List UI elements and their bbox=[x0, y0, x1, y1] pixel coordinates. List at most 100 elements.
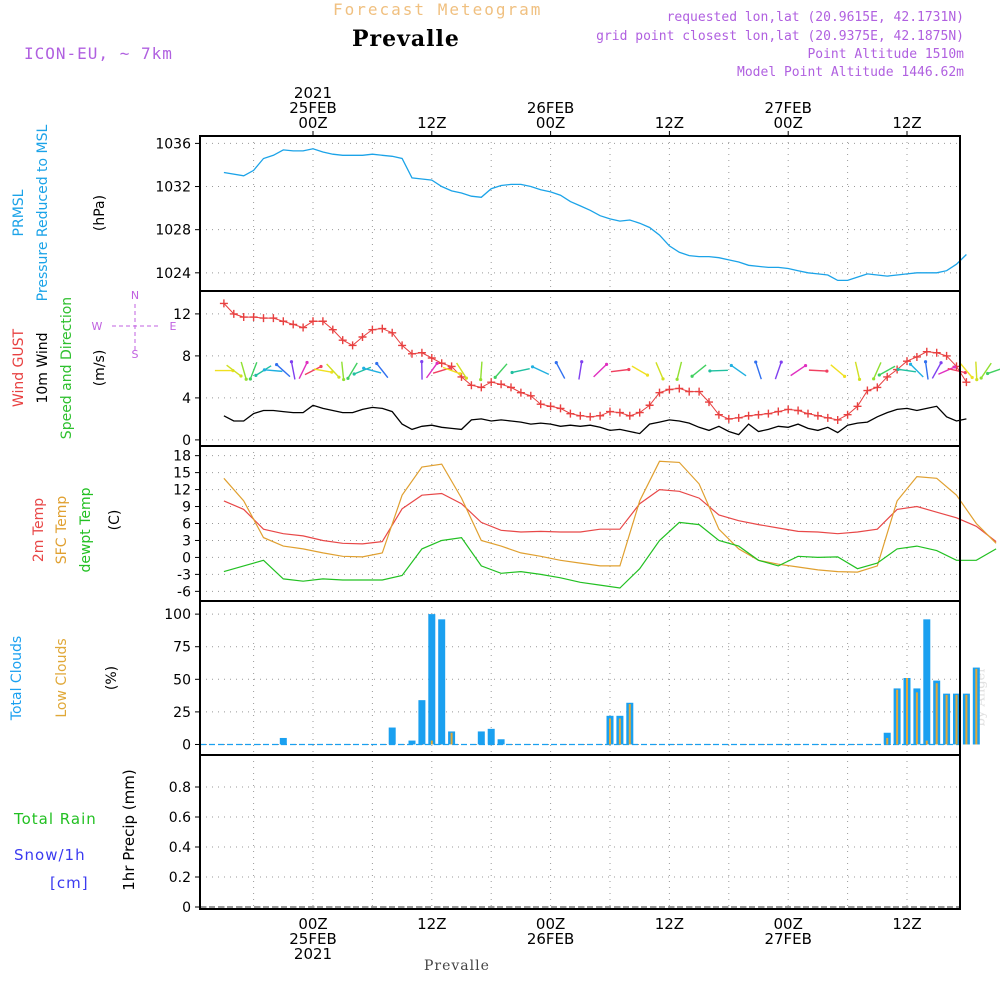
gust-marker bbox=[368, 325, 377, 334]
gust-marker bbox=[536, 400, 545, 409]
gust-marker bbox=[477, 383, 486, 392]
total-cloud-bar bbox=[487, 728, 495, 745]
time-label-bottom: 12Z bbox=[417, 915, 446, 933]
wind-direction-arrow bbox=[987, 368, 1000, 375]
low-cloud-bar bbox=[935, 683, 938, 745]
wind-direction-arrow bbox=[910, 363, 924, 378]
y-tick-label: 1024 bbox=[155, 266, 191, 282]
frame-layer bbox=[199, 135, 961, 910]
low-clouds-title: Low Clouds bbox=[54, 638, 70, 717]
y-tick-label: 1028 bbox=[155, 223, 191, 239]
wind-direction-arrow bbox=[304, 365, 322, 376]
wind-arrow-head bbox=[661, 377, 665, 381]
wind-arrow-head bbox=[580, 360, 584, 364]
gust-marker bbox=[596, 411, 605, 420]
y-tick-label: 100 bbox=[164, 607, 191, 623]
wind-direction-arrow bbox=[442, 366, 461, 375]
gust-marker bbox=[635, 408, 644, 417]
wind-direction-arrow bbox=[610, 368, 629, 373]
sfc-temp-line bbox=[223, 460, 997, 573]
y-tick-label: 75 bbox=[173, 640, 191, 656]
wind-arrow-head bbox=[729, 363, 733, 368]
wind-arrow-head bbox=[448, 366, 452, 370]
pressure-line bbox=[223, 148, 967, 282]
model-altitude: Model Point Altitude 1446.62m bbox=[737, 65, 964, 80]
wind-direction-arrow bbox=[960, 363, 973, 378]
y-tick-label: 15 bbox=[173, 466, 191, 482]
time-label-top: 12Z bbox=[417, 114, 446, 132]
wind-direction-arrow bbox=[494, 363, 508, 378]
y-tick-label: -6 bbox=[177, 584, 191, 600]
low-cloud-bar bbox=[618, 718, 621, 745]
time-label-bottom: 00Z bbox=[536, 915, 565, 933]
snow-title: Snow/1h bbox=[14, 846, 86, 864]
gust-marker bbox=[645, 401, 654, 410]
wind-arrow-head bbox=[825, 369, 829, 373]
panel-frame bbox=[199, 754, 961, 910]
gust-marker bbox=[833, 415, 842, 424]
gust-marker bbox=[447, 362, 456, 371]
gust-marker bbox=[804, 409, 812, 418]
total-cloud-bar bbox=[408, 740, 416, 745]
wind-arrow-head bbox=[963, 371, 967, 375]
total-cloud-bar bbox=[477, 731, 485, 745]
gust-marker bbox=[903, 357, 911, 366]
wind-arrow-head bbox=[779, 360, 783, 364]
y-tick-label: 4 bbox=[182, 391, 191, 407]
gust-marker bbox=[309, 317, 317, 326]
wind-arrow-head bbox=[319, 364, 323, 369]
wind-arrow-head bbox=[458, 372, 462, 376]
low-cloud-bar bbox=[915, 692, 918, 745]
gust-marker bbox=[942, 351, 951, 360]
wind-direction-arrow bbox=[276, 364, 291, 378]
wind-direction-arrow bbox=[578, 361, 583, 380]
wind-title: 10m Wind bbox=[35, 332, 51, 403]
gust-marker bbox=[873, 383, 882, 392]
wind-direction-arrow bbox=[313, 368, 332, 373]
temp-title: 2m Temp bbox=[31, 498, 47, 562]
requested-coords: requested lon,lat (20.9615E, 42.1731N) bbox=[666, 10, 964, 25]
footer-location: Prevalle bbox=[424, 958, 490, 974]
gust-marker bbox=[507, 383, 515, 392]
wind-arrow-head bbox=[375, 361, 379, 366]
gust-marker bbox=[556, 404, 565, 413]
wind-direction-arrow bbox=[298, 362, 308, 379]
wind-direction-arrow bbox=[790, 364, 806, 377]
time-label-top: 2021 bbox=[294, 84, 332, 102]
total-cloud-bar bbox=[497, 739, 505, 745]
low-cloud-bar bbox=[609, 718, 611, 745]
time-label-top: 27FEB bbox=[764, 99, 811, 117]
time-label-top: 12Z bbox=[892, 114, 921, 132]
gust-marker bbox=[338, 336, 347, 345]
wind-arrow-head bbox=[708, 369, 712, 373]
wind-direction-arrow bbox=[755, 361, 762, 380]
total-cloud-bar bbox=[438, 619, 446, 745]
wind-direction-arrow bbox=[730, 364, 747, 377]
gust-marker bbox=[863, 386, 872, 395]
wind-direction-arrow bbox=[479, 361, 483, 380]
low-cloud-bar bbox=[450, 732, 453, 745]
wind-direction-arrow bbox=[931, 362, 942, 379]
gust-marker bbox=[259, 314, 268, 323]
y-tick-label: 3 bbox=[182, 533, 191, 549]
gust-marker bbox=[239, 313, 248, 322]
gust-marker bbox=[576, 411, 585, 420]
gust-marker bbox=[279, 317, 288, 326]
wind-direction-arrow bbox=[555, 362, 566, 379]
y-tick-label: 0 bbox=[182, 550, 191, 566]
wind-direction-arrow bbox=[290, 361, 296, 380]
gust-marker bbox=[744, 411, 753, 420]
wind-arrow-head bbox=[554, 361, 558, 365]
gust-marker bbox=[398, 341, 407, 350]
y-tick-label: 12 bbox=[173, 483, 191, 499]
gust-marker bbox=[853, 402, 862, 411]
gust-marker bbox=[566, 409, 575, 418]
total-cloud-bar bbox=[388, 727, 396, 745]
wind-direction-arrow bbox=[376, 363, 389, 379]
time-label-top: 12Z bbox=[655, 114, 684, 132]
wind-direction-arrow bbox=[341, 361, 345, 380]
total-cloud-bar bbox=[428, 614, 436, 745]
wind-arrow-head bbox=[975, 377, 979, 382]
wind-direction-arrow bbox=[363, 367, 382, 374]
time-label-bottom: 26FEB bbox=[527, 930, 574, 948]
